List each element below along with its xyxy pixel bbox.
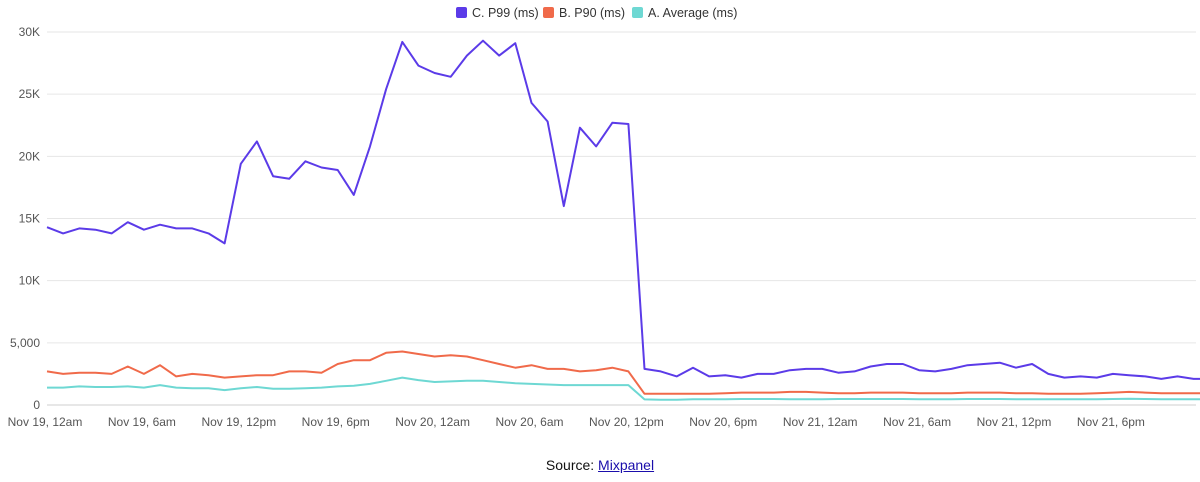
y-tick-label: 25K (19, 87, 40, 101)
y-tick-label: 20K (19, 149, 40, 163)
legend-label: A. Average (ms) (648, 6, 737, 20)
legend-swatch (543, 7, 554, 18)
source-link[interactable]: Mixpanel (598, 457, 655, 473)
grid-lines (47, 31, 1196, 406)
legend-swatch (632, 7, 643, 18)
legend-swatch (456, 7, 467, 18)
x-tick-label: Nov 19, 6pm (302, 415, 370, 429)
series-lines (46, 39, 1200, 401)
x-tick-label: Nov 21, 12pm (977, 415, 1052, 429)
y-tick-label: 5,000 (10, 336, 40, 350)
legend-label: C. P99 (ms) (472, 6, 539, 20)
legend: C. P99 (ms) B. P90 (ms) A. Average (ms) (456, 6, 737, 20)
x-tick-label: Nov 20, 6am (495, 415, 563, 429)
x-tick-label: Nov 19, 6am (108, 415, 176, 429)
x-tick-label: Nov 21, 6pm (1077, 415, 1145, 429)
x-tick-label: Nov 21, 6am (883, 415, 951, 429)
x-tick-label: Nov 19, 12pm (201, 415, 276, 429)
y-tick-label: 10K (19, 274, 40, 288)
series-line (47, 376, 1200, 401)
x-axis-ticks: Nov 19, 12am Nov 19, 6am Nov 19, 12pm Nov 1… (8, 415, 1145, 429)
source-caption: Source: Mixpanel (0, 457, 1200, 473)
y-tick-label: 15K (19, 212, 40, 226)
legend-label: B. P90 (ms) (559, 6, 625, 20)
y-axis-ticks: 0 5,000 10K 15K 20K 25K 30K (10, 25, 40, 412)
y-tick-label: 30K (19, 25, 40, 39)
series-line (46, 350, 1200, 395)
source-label: Source: (545, 457, 599, 473)
x-tick-label: Nov 20, 12pm (589, 415, 664, 429)
series-line (46, 39, 1200, 380)
x-tick-label: Nov 20, 12am (395, 415, 470, 429)
y-tick-label: 0 (33, 398, 40, 412)
x-tick-label: Nov 21, 12am (783, 415, 858, 429)
x-tick-label: Nov 20, 6pm (689, 415, 757, 429)
x-tick-label: Nov 19, 12am (8, 415, 83, 429)
